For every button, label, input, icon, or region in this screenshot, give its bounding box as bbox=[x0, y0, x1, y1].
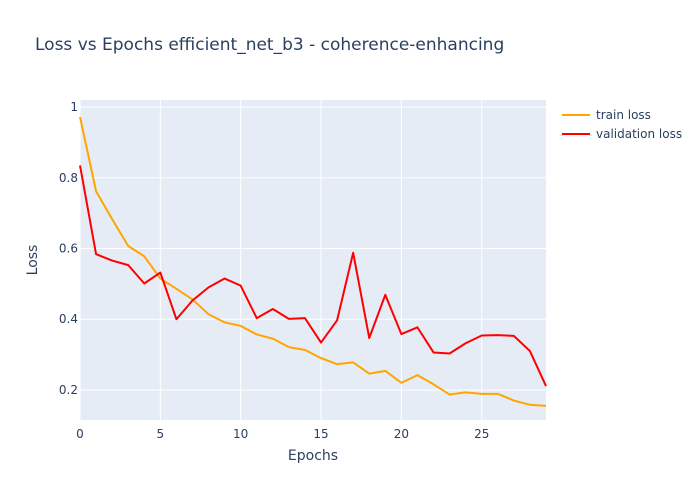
series-layer bbox=[79, 116, 547, 407]
legend-label: validation loss bbox=[596, 127, 682, 141]
y-tick-label: 0.6 bbox=[59, 242, 78, 256]
x-tick-label: 10 bbox=[233, 427, 248, 441]
x-tick-label: 25 bbox=[474, 427, 489, 441]
y-tick-label: 0.8 bbox=[59, 171, 78, 185]
x-tick-label: 15 bbox=[313, 427, 328, 441]
legend-item-train-loss[interactable]: train loss bbox=[562, 108, 651, 122]
y-tick-label: 0.4 bbox=[59, 312, 78, 326]
plot-area bbox=[80, 100, 546, 420]
x-tick-label: 5 bbox=[157, 427, 165, 441]
x-axis-ticks: 0 5 10 15 20 25 bbox=[76, 427, 489, 441]
legend: train loss validation loss bbox=[562, 108, 682, 141]
chart-title: Loss vs Epochs efficient_net_b3 - cohere… bbox=[35, 35, 504, 55]
legend-item-validation-loss[interactable]: validation loss bbox=[562, 127, 682, 141]
x-tick-label: 0 bbox=[76, 427, 84, 441]
y-tick-label: 0.2 bbox=[59, 383, 78, 397]
x-axis-title: Epochs bbox=[288, 448, 338, 464]
series-line-validation-loss bbox=[79, 165, 547, 387]
legend-label: train loss bbox=[596, 108, 651, 122]
y-axis-title: Loss bbox=[25, 245, 41, 276]
y-axis-ticks: 0.2 0.4 0.6 0.8 1 bbox=[59, 100, 78, 397]
x-tick-label: 20 bbox=[394, 427, 409, 441]
y-tick-label: 1 bbox=[70, 100, 78, 114]
grid-lines bbox=[79, 100, 546, 420]
